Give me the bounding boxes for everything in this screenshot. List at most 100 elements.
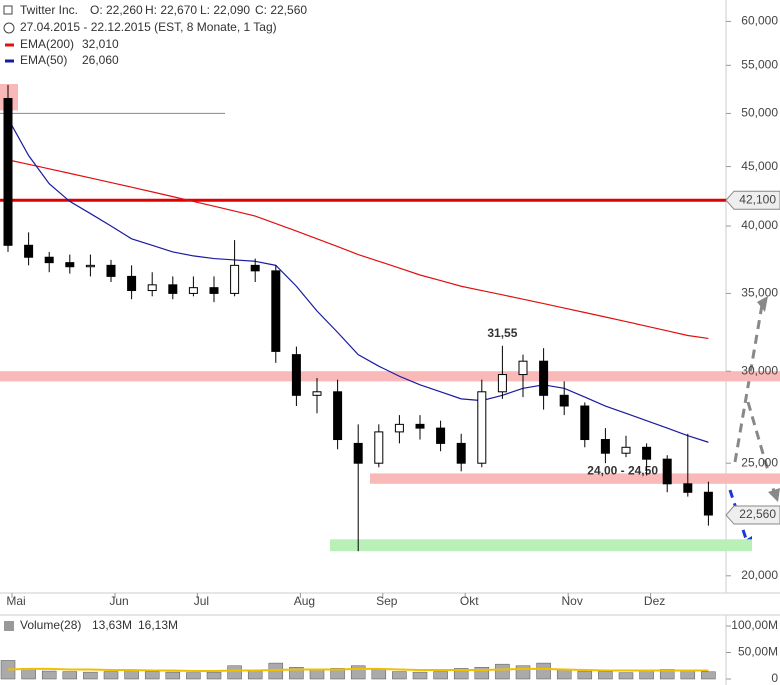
candle-body (703, 491, 713, 516)
y-tick-label: 45,000 (741, 159, 778, 173)
ohlc-label: H: 22,670 (145, 3, 197, 17)
volume-bar (371, 669, 387, 680)
volume-bar (515, 665, 531, 680)
y-tick-label: 60,000 (741, 14, 778, 28)
zone (370, 473, 780, 484)
legend-value: 26,060 (82, 53, 119, 67)
legend-value: 32,010 (82, 37, 119, 51)
volume-bar (495, 663, 510, 680)
y-tick-label: 100,00M (731, 618, 778, 632)
candle-body (600, 439, 610, 454)
volume-bar (536, 662, 551, 680)
legend-label: EMA(200) (20, 37, 74, 51)
volume-bar (62, 671, 78, 680)
volume-bar (433, 671, 448, 680)
y-tick-label: 50,000 (741, 106, 778, 120)
volume-bar (680, 670, 696, 680)
y-tick-label: 50,00M (738, 645, 778, 659)
volume-bar (392, 671, 407, 680)
candle-body (230, 264, 240, 294)
x-tick-label: Mai (6, 594, 25, 608)
icon (3, 5, 13, 15)
candle-body (188, 287, 198, 294)
volume-bar (330, 668, 345, 680)
candle-body (271, 270, 281, 352)
volume-bar (186, 672, 201, 680)
zone-label: 24,00 - 24,50 (587, 464, 658, 478)
candle-body (497, 374, 507, 393)
candle-body (580, 405, 590, 441)
candle-body (477, 391, 487, 464)
volume-bar (289, 667, 304, 680)
y-tick-label: 55,000 (741, 57, 778, 71)
volume-name: Volume(28) (20, 618, 81, 632)
volume-bar (577, 670, 593, 680)
ema-line (7, 159, 709, 340)
candle-body (312, 391, 322, 396)
x-tick-label: Okt (460, 594, 479, 608)
arrowhead (757, 296, 768, 312)
volume-ma-value: 16,13M (138, 618, 178, 632)
candle-body (3, 97, 13, 246)
zone (330, 539, 752, 552)
clock-icon (3, 22, 15, 34)
ohlc-label: O: 22,260 (90, 3, 143, 17)
candle-body (415, 423, 425, 429)
candle-body (436, 427, 446, 444)
candle-body (374, 431, 384, 464)
subtitle: 27.04.2015 - 22.12.2015 (EST, 8 Monate, … (20, 20, 277, 34)
candle-body (85, 264, 95, 268)
volume-bar (309, 669, 325, 680)
candle-body (127, 275, 137, 292)
ohlc-label: C: 22,560 (255, 3, 307, 17)
arrow (733, 304, 764, 463)
volume-bar (639, 670, 654, 680)
annotation: 31,55 (487, 326, 517, 340)
candle-body (168, 284, 178, 294)
zone (0, 371, 780, 382)
volume-bar (618, 672, 634, 680)
y-tick-label: 30,000 (741, 363, 778, 377)
y-tick-label: 20,000 (741, 568, 778, 582)
volume-bar (453, 668, 469, 680)
candle-body (518, 360, 528, 376)
candle-body (662, 458, 672, 485)
arrowhead (768, 488, 780, 502)
volume-bar (412, 671, 428, 680)
volume-bar (659, 669, 675, 680)
ohlc-label: L: 22,090 (200, 3, 250, 17)
x-tick-label: Jul (194, 594, 209, 608)
candle-body (642, 446, 652, 460)
candle-body (106, 264, 116, 277)
candle-body (539, 360, 549, 396)
volume-bar (701, 671, 716, 680)
volume-bar (247, 670, 263, 680)
price-tag (725, 190, 780, 210)
volume-bar (598, 671, 613, 680)
candle-body (456, 442, 466, 464)
y-tick-label: 35,000 (741, 286, 778, 300)
volume-icon (4, 621, 14, 631)
price-tag (725, 505, 780, 525)
candle-body (353, 442, 363, 464)
candle-body (394, 423, 404, 433)
candle-body (44, 256, 54, 264)
price-tag-label: 42,100 (739, 192, 776, 206)
candle-body (24, 244, 34, 258)
legend-label: EMA(50) (20, 53, 67, 67)
candle-body (621, 446, 631, 454)
candle-body (683, 483, 693, 493)
ema-line (7, 118, 709, 443)
volume-bar (474, 667, 490, 680)
volume-bar (41, 670, 57, 680)
x-tick-label: Dez (644, 594, 665, 608)
chart-title: Twitter Inc. (20, 3, 78, 17)
volume-value: 13,63M (92, 618, 132, 632)
volume-bar (124, 670, 139, 680)
candle-body (65, 262, 75, 268)
volume-bar (144, 671, 160, 680)
candle-body (559, 394, 569, 407)
candle-body (291, 354, 301, 396)
